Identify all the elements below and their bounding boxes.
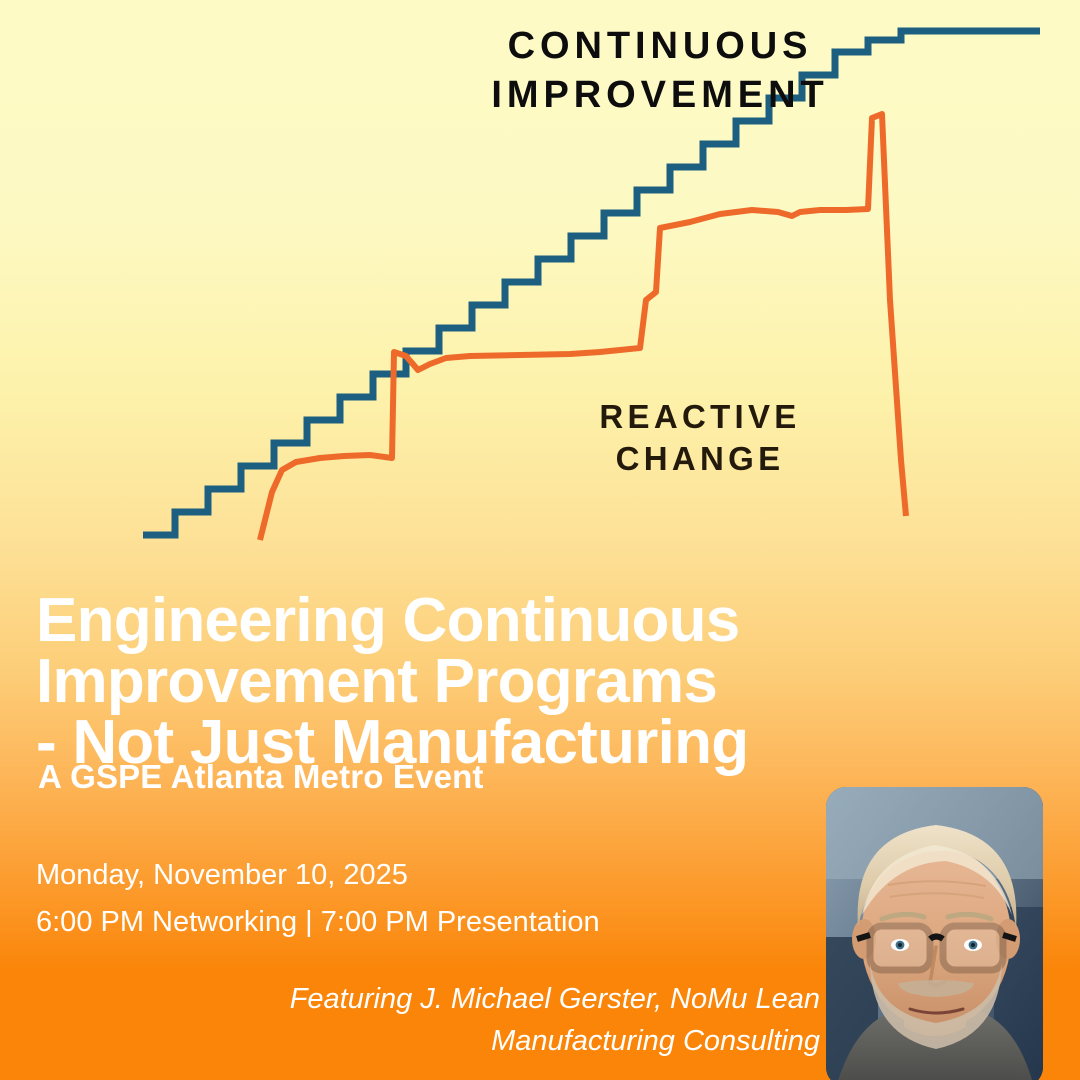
- featuring-line-1: Featuring J. Michael Gerster, NoMu Lean: [289, 983, 820, 1015]
- chart-svg: [143, 27, 1040, 541]
- event-subtitle: A GSPE Atlanta Metro Event: [38, 758, 484, 795]
- featuring-speaker-text: Featuring J. Michael Gerster, NoMu Lean …: [250, 978, 820, 1062]
- page-title: Engineering Continuous Improvement Progr…: [36, 585, 916, 778]
- reactive-change-label: REACTIVE CHANGE: [599, 398, 801, 478]
- headline-line-2: Improvement Programs: [36, 646, 718, 716]
- reactive-change-line: [257, 111, 909, 541]
- continuous-improvement-label: CONTINUOUS IMPROVEMENT: [491, 25, 829, 116]
- headline-line-3: - Not Just Manufacturing: [36, 708, 749, 778]
- speaker-headshot-illustration: [826, 787, 1043, 1080]
- featuring-line-2: Manufacturing Consulting: [491, 1025, 820, 1058]
- headline-line-1: Engineering Continuous: [36, 585, 740, 655]
- event-datetime: Monday, November 10, 2025 6:00 PM Networ…: [36, 852, 600, 946]
- speaker-headshot-photo: [826, 787, 1043, 1080]
- continuous-improvement-line: [143, 27, 1040, 539]
- chart-illustration: CONTINUOUS IMPROVEMENT REACTIVE CHANGE: [143, 25, 1040, 541]
- event-time: 6:00 PM Networking | 7:00 PM Presentatio…: [36, 905, 600, 938]
- event-date: Monday, November 10, 2025: [36, 859, 408, 891]
